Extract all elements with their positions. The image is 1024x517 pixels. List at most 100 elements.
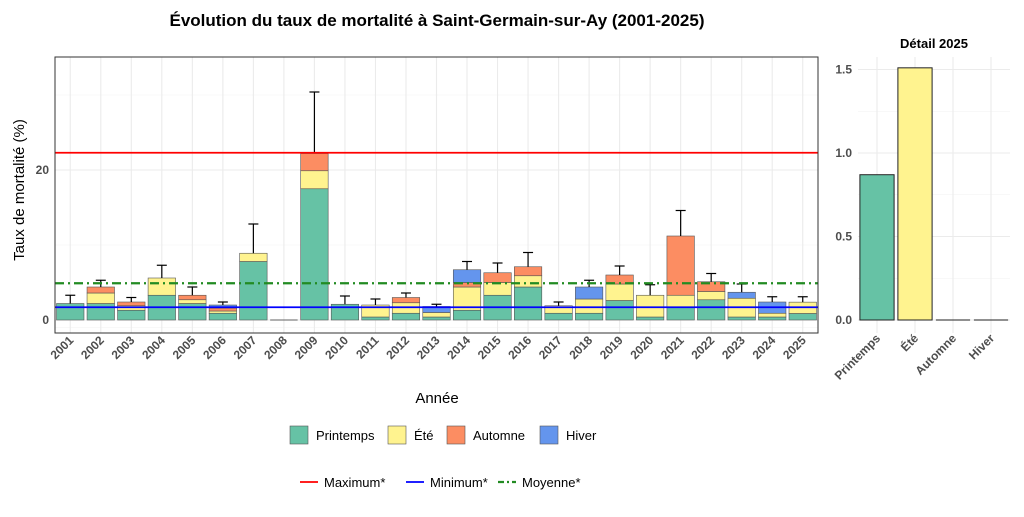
x-tick-label: 2021 — [658, 333, 687, 362]
y-axis-title: Taux de mortalité (%) — [11, 119, 28, 261]
bar-segment-été — [636, 294, 665, 318]
bar-segment-automne — [514, 266, 543, 277]
bar-segment-printemps — [361, 316, 390, 321]
bar-segment-hiver — [452, 269, 482, 283]
bar-segment-printemps — [636, 316, 665, 321]
y-tick-label: 1.5 — [835, 63, 852, 77]
bar-segment-printemps — [391, 312, 421, 321]
legend-swatch-hiver — [539, 425, 559, 445]
bar-segment-automne — [391, 297, 421, 304]
bar-segment-printemps — [178, 303, 207, 321]
bar-segment-printemps — [86, 303, 115, 321]
legend-label: Été — [414, 428, 434, 443]
x-tick-label: 2018 — [566, 333, 595, 362]
bar-segment-printemps — [514, 286, 543, 321]
bar-segment-automne — [117, 301, 146, 307]
bar-segment-automne — [666, 235, 695, 296]
x-tick-label: 2003 — [109, 333, 138, 362]
x-tick-label: 2008 — [261, 333, 290, 362]
bar-segment-printemps — [422, 316, 451, 321]
bar-segment-printemps — [544, 312, 573, 321]
bar-segment-printemps — [727, 316, 756, 321]
bar-segment-automne — [86, 286, 115, 294]
x-tick-label: 2001 — [48, 333, 77, 362]
x-tick-label: Printemps — [832, 331, 884, 383]
y-tick-label: 0.0 — [835, 313, 852, 327]
detail-bar-printemps — [859, 174, 895, 321]
bar-segment-été — [422, 312, 451, 318]
bar-segment-printemps — [300, 188, 329, 321]
main-panel: 2001 2002 2003 2004 2005 2006 2007 2008 2009 2010… — [36, 56, 819, 362]
bar-segment-hiver — [575, 286, 604, 300]
x-tick-label: 2005 — [170, 333, 199, 362]
x-tick-label: 2010 — [322, 333, 351, 362]
x-tick-label: 2023 — [719, 333, 748, 362]
bar-segment-été — [697, 291, 726, 301]
bar-segment-été — [239, 252, 268, 262]
y-tick-label: 0 — [42, 313, 49, 327]
x-axis-title: Année — [415, 390, 458, 407]
chart-title: Évolution du taux de mortalité à Saint-G… — [169, 11, 704, 30]
y-tick-label: 20 — [36, 163, 50, 177]
panel-border — [54, 56, 819, 334]
bar-segment-été — [666, 294, 695, 308]
x-tick-label: Automne — [912, 331, 959, 378]
bar-segment-été — [300, 170, 329, 190]
bar-segment-été — [208, 310, 237, 314]
bar-segment-été — [575, 298, 604, 314]
legend-label: Moyenne* — [522, 475, 581, 490]
x-tick-label: Été — [897, 330, 921, 354]
x-tick-label: 2025 — [780, 333, 809, 362]
x-tick-label: 2024 — [750, 333, 779, 362]
bar-segment-printemps — [666, 306, 695, 321]
legend-label: Printemps — [316, 428, 375, 443]
x-tick-label: 2016 — [505, 333, 534, 362]
x-tick-label: 2009 — [292, 333, 321, 362]
bar-segment-été — [178, 299, 207, 304]
bar-segment-hiver — [727, 291, 756, 299]
bar-segment-automne — [178, 294, 207, 301]
legend: Printemps Été Automne Hiver Maximum* Minimum*… — [289, 425, 597, 490]
x-tick-label: Hiver — [966, 331, 997, 362]
bar-segment-printemps — [117, 309, 146, 321]
bar-segment-automne — [300, 153, 329, 172]
x-tick-label: 2013 — [414, 333, 443, 362]
legend-label: Minimum* — [430, 475, 488, 490]
legend-swatch-été — [387, 425, 407, 445]
bar-segment-été — [514, 275, 543, 288]
y-tick-label: 0.5 — [835, 230, 852, 244]
x-tick-label: 2022 — [689, 333, 718, 362]
x-tick-label: 2017 — [536, 333, 565, 362]
legend-label: Maximum* — [324, 475, 385, 490]
bar-segment-printemps — [56, 303, 85, 321]
x-tick-label: 2015 — [475, 333, 504, 362]
x-tick-label: 2019 — [597, 333, 626, 362]
x-tick-label: 2004 — [139, 333, 168, 362]
bar-segment-été — [86, 292, 115, 304]
legend-swatch-printemps — [289, 425, 309, 445]
bar-segment-printemps — [758, 316, 787, 321]
legend-swatch-automne — [446, 425, 466, 445]
x-tick-label: 2020 — [627, 333, 656, 362]
bar-segment-printemps — [575, 312, 604, 321]
bar-segment-printemps — [208, 312, 237, 321]
x-tick-label: 2014 — [444, 333, 473, 362]
legend-label: Hiver — [566, 428, 597, 443]
bar-segment-printemps — [697, 299, 726, 321]
bar-segment-été — [605, 283, 634, 301]
y-tick-label: 1.0 — [835, 146, 852, 160]
x-tick-label: 2006 — [200, 333, 229, 362]
bar-segment-printemps — [605, 300, 634, 321]
bar-segment-printemps — [239, 261, 268, 321]
bar-segment-été — [147, 277, 176, 296]
bar-segment-printemps — [452, 309, 482, 321]
x-tick-label: 2012 — [383, 333, 412, 362]
bar-segment-été — [758, 312, 787, 318]
x-tick-label: 2011 — [353, 333, 382, 362]
x-tick-label: 2007 — [231, 333, 260, 362]
legend-label: Automne — [473, 428, 525, 443]
bar-segment-été — [483, 282, 512, 296]
bar-segment-automne — [208, 307, 237, 312]
